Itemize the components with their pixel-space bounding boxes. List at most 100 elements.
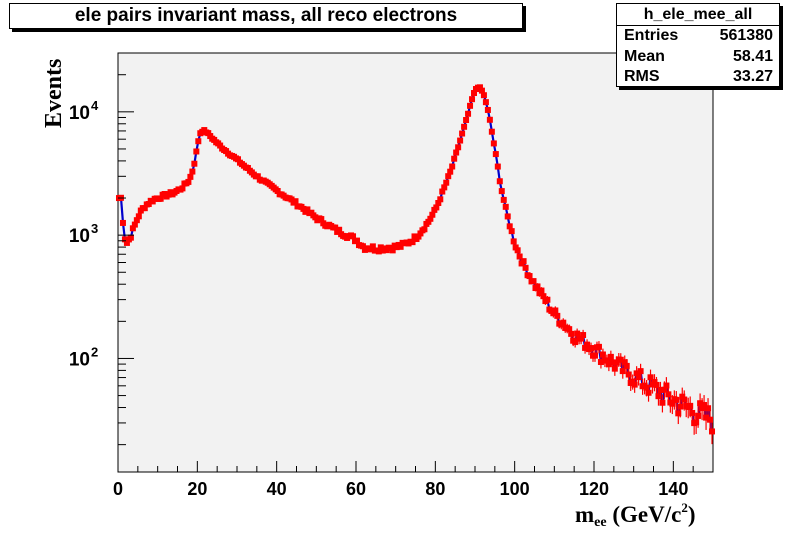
data-marker	[141, 205, 148, 212]
data-marker	[482, 99, 489, 106]
data-marker	[633, 370, 640, 377]
data-marker	[447, 168, 454, 175]
data-marker	[498, 188, 505, 195]
data-marker	[195, 138, 202, 145]
data-marker	[554, 312, 561, 319]
data-marker	[135, 213, 142, 220]
data-marker	[635, 374, 642, 381]
data-marker	[659, 399, 666, 406]
data-marker	[677, 403, 684, 410]
data-marker	[709, 428, 716, 435]
data-marker	[274, 187, 281, 194]
stats-value: 561380	[719, 27, 773, 44]
data-marker	[127, 234, 134, 241]
data-marker	[637, 368, 644, 375]
data-marker	[494, 163, 501, 170]
data-marker	[486, 116, 493, 123]
data-marker	[623, 362, 630, 369]
data-marker	[417, 230, 424, 237]
data-marker	[657, 387, 664, 394]
x-tick-label: 80	[425, 479, 445, 499]
data-marker	[369, 243, 376, 250]
data-marker	[619, 368, 626, 375]
data-marker	[534, 283, 541, 290]
data-marker	[131, 221, 138, 228]
data-marker	[631, 381, 638, 388]
stats-row-entries: Entries 561380	[617, 26, 779, 47]
data-marker	[538, 287, 545, 294]
x-tick-label: 60	[346, 479, 366, 499]
chart-title: ele pairs invariant mass, all reco elect…	[9, 3, 523, 29]
x-tick-label: 140	[658, 479, 688, 499]
data-marker	[421, 226, 428, 233]
stats-value: 33.27	[732, 68, 773, 85]
data-marker	[500, 196, 507, 203]
data-marker	[288, 196, 295, 203]
data-marker	[397, 243, 404, 250]
x-axis-label-subscript: ee	[594, 515, 607, 530]
y-tick-exponent: 2	[91, 344, 98, 359]
x-tick-label: 0	[113, 479, 123, 499]
data-marker	[643, 384, 650, 391]
data-marker	[689, 409, 696, 416]
data-marker	[443, 179, 450, 186]
data-marker	[707, 416, 714, 423]
data-marker	[584, 341, 591, 348]
data-marker	[655, 393, 662, 400]
data-marker	[189, 168, 196, 175]
y-axis-label: Events	[41, 58, 81, 128]
data-marker	[441, 184, 448, 191]
x-axis-label-unit-exponent: 2	[681, 500, 688, 515]
data-marker	[185, 178, 192, 185]
data-marker	[661, 386, 668, 393]
data-marker	[625, 371, 632, 378]
data-marker	[613, 359, 620, 366]
data-marker	[451, 155, 458, 162]
data-marker	[254, 173, 261, 180]
data-marker	[449, 163, 456, 170]
data-marker	[121, 236, 128, 243]
stats-value: 58.41	[732, 47, 773, 65]
y-tick-label: 10	[69, 226, 90, 247]
data-marker	[409, 239, 416, 246]
data-marker	[665, 391, 672, 398]
y-tick-exponent: 3	[91, 221, 98, 236]
data-marker	[353, 237, 360, 244]
data-marker	[703, 414, 710, 421]
data-marker	[389, 247, 396, 254]
data-marker	[496, 178, 503, 185]
data-marker	[488, 128, 495, 135]
data-marker	[471, 90, 478, 97]
y-tick-label: 10	[69, 103, 90, 124]
data-marker	[695, 412, 702, 419]
data-marker	[467, 102, 474, 109]
data-marker	[480, 92, 487, 99]
x-axis-label-symbol: m	[575, 502, 595, 527]
data-marker	[611, 365, 618, 372]
data-marker	[572, 339, 579, 346]
data-marker	[157, 195, 164, 202]
data-marker	[502, 203, 509, 210]
data-marker	[129, 225, 136, 232]
data-marker	[530, 278, 537, 285]
data-marker	[663, 382, 670, 389]
x-axis-label-unit-close: )	[687, 502, 696, 527]
data-marker	[506, 223, 513, 230]
data-marker	[647, 374, 654, 381]
data-marker	[621, 359, 628, 366]
stats-row-rms: RMS 33.27	[617, 67, 779, 88]
data-marker	[588, 345, 595, 352]
data-marker	[187, 173, 194, 180]
data-marker	[375, 248, 382, 255]
data-marker	[119, 219, 126, 226]
data-marker	[544, 296, 551, 303]
stats-label: RMS	[624, 68, 660, 85]
data-marker	[701, 402, 708, 409]
data-marker	[457, 137, 464, 144]
y-tick-exponent: 4	[91, 98, 99, 113]
data-marker	[540, 293, 547, 300]
data-marker	[304, 206, 311, 213]
data-marker	[591, 352, 598, 359]
stats-label: Mean	[624, 47, 665, 65]
data-marker	[687, 402, 694, 409]
